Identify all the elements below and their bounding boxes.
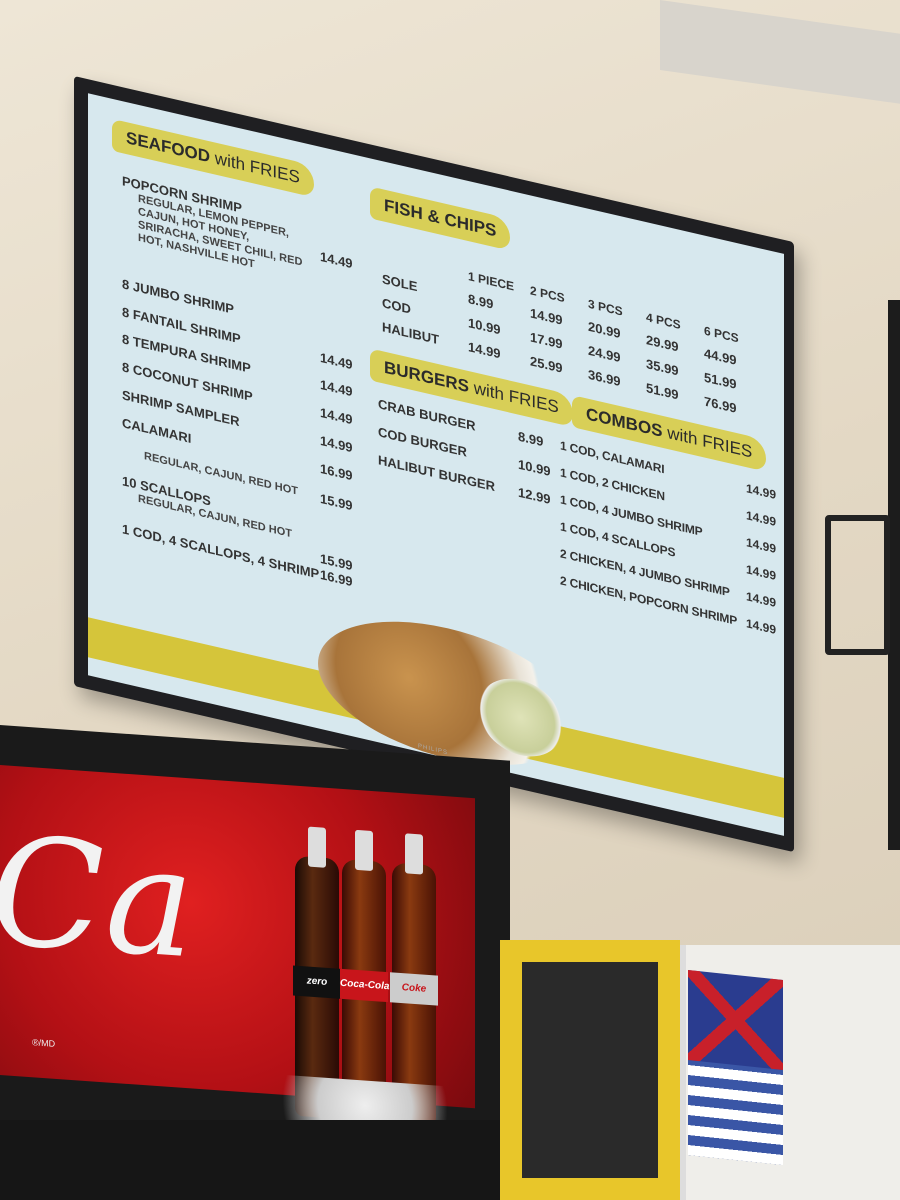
trademark: ®/MD: [32, 1037, 56, 1049]
bottle-label: Coke: [390, 972, 438, 1006]
fish-price: 25.99: [530, 353, 563, 376]
fish-price: 24.99: [588, 342, 621, 366]
seafood-title: SEAFOOD: [126, 128, 211, 167]
fish-price: 76.99: [704, 393, 737, 416]
seafood-item-price: 14.49: [320, 404, 353, 428]
burger-price: 10.99: [518, 456, 551, 480]
seafood-item-price: 16.99: [320, 460, 353, 484]
burger-price: 12.99: [518, 484, 551, 508]
seafood-item-price: 14.99: [320, 432, 353, 456]
fish-type: HALIBUT: [382, 319, 440, 348]
fish-price: 20.99: [588, 318, 621, 342]
piece-count-header: 3 PCS: [588, 296, 623, 319]
british-columbia-flag: [688, 970, 783, 1165]
wall-mount-bracket: [825, 515, 890, 655]
fish-price: 35.99: [646, 356, 679, 379]
fish-price: 14.99: [468, 338, 501, 362]
coke-sign-face: Ca ®/MD zero Coca-Cola Coke: [0, 765, 480, 1139]
seafood-item-price: 15.99: [320, 490, 353, 514]
seafood-title-suffix: with FRIES: [214, 148, 300, 188]
combo-price: 14.99: [746, 562, 777, 584]
seafood-item-price: 14.49: [320, 376, 353, 400]
bottle-label: zero: [293, 965, 341, 999]
combo-price: 14.99: [746, 616, 777, 638]
fish-price: 36.99: [588, 366, 621, 390]
coca-cola-fridge-sign: Ca ®/MD zero Coca-Cola Coke: [0, 725, 510, 1171]
fish-price: 17.99: [530, 329, 563, 352]
fish-price: 10.99: [468, 314, 501, 338]
adjacent-screen-edge: [888, 300, 900, 850]
combo-price: 14.99: [746, 481, 777, 503]
fish-chips-title: FISH & CHIPS: [384, 195, 497, 241]
combo-price: 14.99: [746, 589, 777, 611]
yellow-door-frame: [500, 940, 680, 1200]
fish-price: 51.99: [704, 369, 737, 392]
piece-count-header: 2 PCS: [530, 283, 565, 306]
fridge-top: [0, 1120, 520, 1200]
combo-price: 14.99: [746, 535, 777, 557]
piece-count-header: 4 PCS: [646, 310, 681, 333]
fish-price: 51.99: [646, 380, 679, 403]
burgers-title: BURGERS: [384, 357, 470, 397]
coca-cola-script-logo: Ca: [0, 804, 195, 993]
combos-title: COMBOS: [586, 404, 663, 441]
seafood-item-price: 14.49: [320, 248, 353, 272]
fish-price: 8.99: [468, 290, 494, 312]
piece-count-header: 6 PCS: [704, 323, 739, 346]
seafood-item-price: 14.49: [320, 349, 353, 373]
fish-price: 29.99: [646, 332, 679, 355]
combos-title-suffix: with FRIES: [667, 422, 753, 462]
seafood-item-name: CALAMARI: [122, 415, 192, 447]
bottle-label: Coca-Cola: [340, 968, 389, 1003]
burger-price: 8.99: [518, 428, 544, 450]
burger-name: HALIBUT BURGER: [378, 452, 495, 495]
fish-chips-header: FISH & CHIPS: [370, 186, 511, 251]
fish-price: 44.99: [704, 345, 737, 368]
burgers-title-suffix: with FRIES: [473, 378, 559, 417]
combo-price: 14.99: [746, 508, 777, 530]
fish-price: 14.99: [530, 305, 563, 328]
fish-type: SOLE: [382, 271, 418, 295]
fish-type: COD: [382, 295, 411, 317]
piece-count-header: 1 PIECE: [468, 268, 515, 294]
